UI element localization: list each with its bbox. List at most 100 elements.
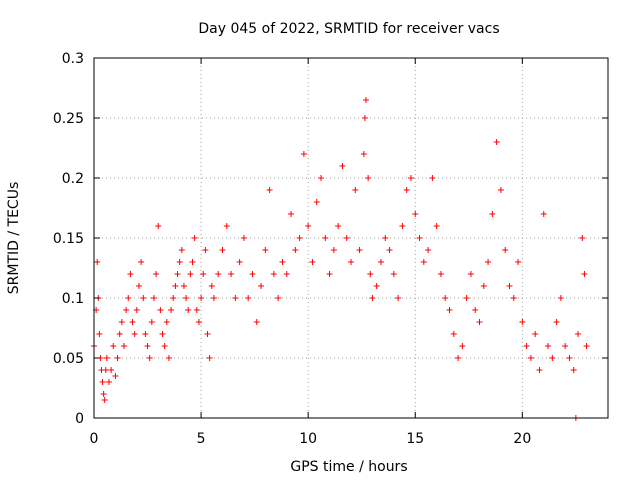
data-point: [114, 355, 121, 361]
data-point: [549, 355, 556, 361]
data-point: [120, 343, 127, 349]
axis-ticks: 0 0.05 0.1 0.15 0.2 0.25 0.3 0 5 10 15 20: [53, 51, 608, 447]
data-point: [540, 211, 547, 217]
data-point: [352, 187, 359, 193]
data-point: [382, 235, 389, 241]
data-point: [288, 211, 295, 217]
data-point: [361, 115, 368, 121]
data-point: [497, 187, 504, 193]
data-point: [208, 283, 215, 289]
y-tick-label: 0.15: [53, 231, 84, 247]
data-point: [545, 343, 552, 349]
data-point: [390, 271, 397, 277]
data-point: [523, 343, 530, 349]
data-point: [583, 343, 590, 349]
data-point: [102, 367, 109, 373]
data-point: [266, 187, 273, 193]
data-point: [176, 259, 183, 265]
y-tick-label: 0.2: [62, 171, 84, 187]
data-point: [193, 307, 200, 313]
data-point: [326, 271, 333, 277]
data-point: [245, 295, 252, 301]
data-point: [459, 343, 466, 349]
data-point: [566, 355, 573, 361]
data-point: [416, 235, 423, 241]
data-point: [455, 355, 462, 361]
data-point: [472, 307, 479, 313]
data-point: [129, 319, 136, 325]
data-point: [446, 307, 453, 313]
data-point: [155, 223, 162, 229]
data-point: [480, 283, 487, 289]
data-point: [283, 271, 290, 277]
data-point: [123, 307, 130, 313]
data-point: [570, 367, 577, 373]
data-point: [157, 307, 164, 313]
data-point: [305, 223, 312, 229]
data-point: [198, 295, 205, 301]
data-point: [100, 391, 107, 397]
data-point: [249, 271, 256, 277]
data-point: [183, 295, 190, 301]
data-point: [94, 259, 101, 265]
data-point: [562, 343, 569, 349]
data-point: [118, 319, 125, 325]
data-point: [146, 355, 153, 361]
y-tick-label: 0.05: [53, 351, 84, 367]
data-point: [142, 331, 149, 337]
data-point: [112, 373, 119, 379]
data-point: [296, 235, 303, 241]
chart-title: Day 045 of 2022, SRMTID for receiver vac…: [198, 21, 499, 37]
data-point: [489, 211, 496, 217]
data-point: [330, 247, 337, 253]
data-point: [553, 319, 560, 325]
x-tick-label: 10: [299, 431, 317, 447]
x-tick-label: 0: [90, 431, 99, 447]
data-point: [442, 295, 449, 301]
data-point: [322, 235, 329, 241]
data-point: [148, 319, 155, 325]
data-point: [105, 379, 112, 385]
data-point: [339, 163, 346, 169]
data-point: [437, 271, 444, 277]
data-point: [575, 331, 582, 337]
data-point: [99, 379, 106, 385]
data-point: [463, 295, 470, 301]
data-point: [191, 235, 198, 241]
data-points: [91, 97, 590, 421]
data-point: [412, 211, 419, 217]
data-point: [189, 259, 196, 265]
data-point: [140, 295, 147, 301]
data-point: [485, 259, 492, 265]
y-tick-label: 0.1: [62, 291, 84, 307]
data-point: [386, 247, 393, 253]
data-point: [532, 331, 539, 337]
data-point: [206, 355, 213, 361]
data-point: [433, 223, 440, 229]
data-point: [215, 271, 222, 277]
data-point: [232, 295, 239, 301]
data-point: [536, 367, 543, 373]
data-point: [150, 295, 157, 301]
data-point: [144, 343, 151, 349]
data-point: [174, 271, 181, 277]
data-point: [476, 319, 483, 325]
data-point: [369, 295, 376, 301]
data-point: [165, 355, 172, 361]
data-point: [202, 247, 209, 253]
x-tick-label: 5: [197, 431, 206, 447]
data-point: [240, 235, 247, 241]
data-point: [135, 283, 142, 289]
data-point: [133, 307, 140, 313]
data-point: [131, 331, 138, 337]
data-point: [377, 259, 384, 265]
data-point: [581, 271, 588, 277]
data-point: [318, 175, 325, 181]
data-point: [153, 271, 160, 277]
data-point: [223, 223, 230, 229]
data-point: [101, 397, 108, 403]
data-point: [450, 331, 457, 337]
y-axis-label: SRMTID / TECUs: [6, 182, 22, 295]
data-point: [429, 175, 436, 181]
